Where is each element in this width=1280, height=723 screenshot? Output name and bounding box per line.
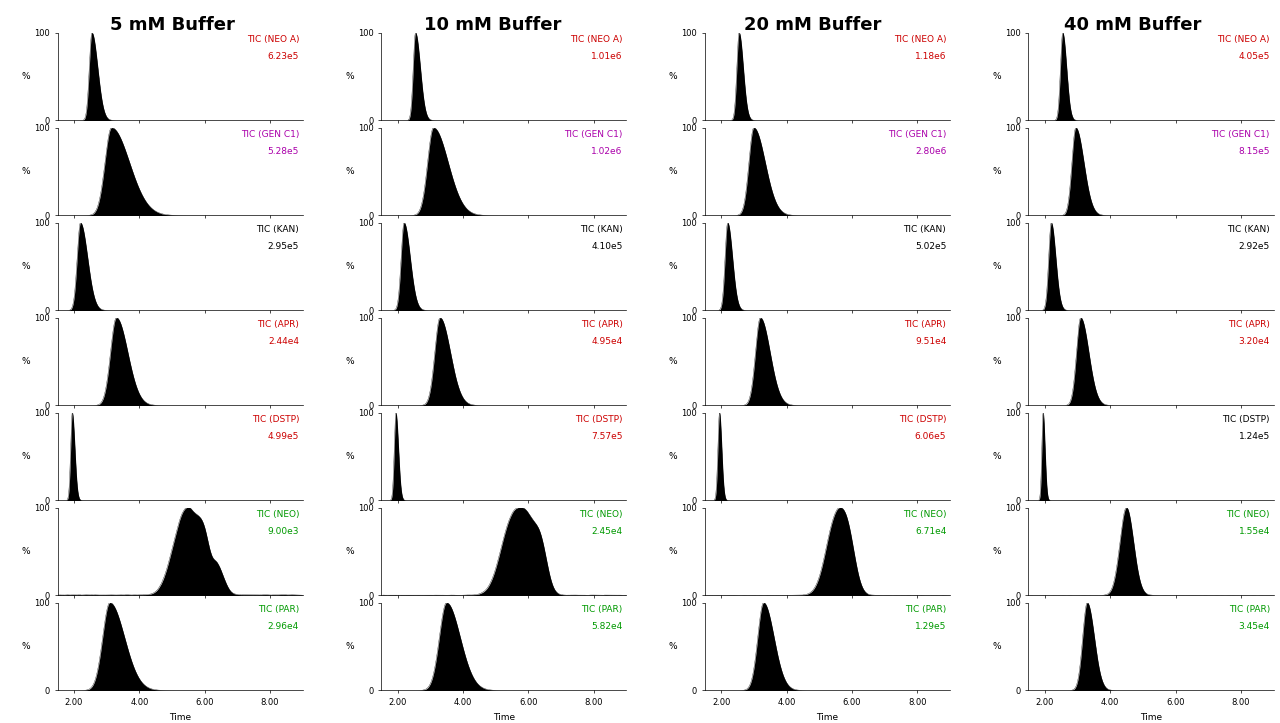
Text: TIC (PAR): TIC (PAR) <box>581 605 622 614</box>
Text: 5.82e4: 5.82e4 <box>591 622 622 631</box>
Y-axis label: %: % <box>992 357 1001 366</box>
Text: 1.55e4: 1.55e4 <box>1239 527 1270 536</box>
Y-axis label: %: % <box>22 357 31 366</box>
Text: 5.28e5: 5.28e5 <box>268 147 300 156</box>
Text: 6.06e5: 6.06e5 <box>915 432 946 441</box>
Text: TIC (NEO A): TIC (NEO A) <box>247 35 300 44</box>
Text: 1.18e6: 1.18e6 <box>915 52 946 61</box>
Text: 1.02e6: 1.02e6 <box>591 147 622 156</box>
X-axis label: Time: Time <box>493 713 515 722</box>
Text: TIC (KAN): TIC (KAN) <box>580 225 622 234</box>
Text: 2.92e5: 2.92e5 <box>1239 242 1270 251</box>
Text: TIC (APR): TIC (APR) <box>905 320 946 329</box>
Y-axis label: %: % <box>992 452 1001 461</box>
Y-axis label: %: % <box>992 72 1001 81</box>
Text: 4.99e5: 4.99e5 <box>268 432 300 441</box>
Y-axis label: %: % <box>668 262 677 271</box>
Text: 1.01e6: 1.01e6 <box>591 52 622 61</box>
Text: 2.80e6: 2.80e6 <box>915 147 946 156</box>
Text: TIC (KAN): TIC (KAN) <box>256 225 300 234</box>
Y-axis label: %: % <box>22 642 31 651</box>
Text: TIC (PAR): TIC (PAR) <box>905 605 946 614</box>
Text: TIC (GEN C1): TIC (GEN C1) <box>1212 130 1270 139</box>
Text: TIC (PAR): TIC (PAR) <box>1229 605 1270 614</box>
X-axis label: Time: Time <box>817 713 838 722</box>
Text: 6.71e4: 6.71e4 <box>915 527 946 536</box>
Text: 2.44e4: 2.44e4 <box>268 337 300 346</box>
Text: 4.10e5: 4.10e5 <box>591 242 622 251</box>
Text: 2.45e4: 2.45e4 <box>591 527 622 536</box>
Y-axis label: %: % <box>668 357 677 366</box>
Text: 5 mM Buffer: 5 mM Buffer <box>110 16 236 34</box>
Text: TIC (DSTP): TIC (DSTP) <box>1222 415 1270 424</box>
Text: 1.29e5: 1.29e5 <box>915 622 946 631</box>
Y-axis label: %: % <box>22 262 31 271</box>
Y-axis label: %: % <box>668 547 677 556</box>
Text: 3.45e4: 3.45e4 <box>1239 622 1270 631</box>
Text: 2.95e5: 2.95e5 <box>268 242 300 251</box>
Text: 9.51e4: 9.51e4 <box>915 337 946 346</box>
Y-axis label: %: % <box>346 642 353 651</box>
X-axis label: Time: Time <box>169 713 191 722</box>
Text: 5.02e5: 5.02e5 <box>915 242 946 251</box>
Y-axis label: %: % <box>346 357 353 366</box>
Text: TIC (KAN): TIC (KAN) <box>1228 225 1270 234</box>
Text: TIC (APR): TIC (APR) <box>257 320 300 329</box>
Text: 40 mM Buffer: 40 mM Buffer <box>1064 16 1202 34</box>
Text: 1.24e5: 1.24e5 <box>1239 432 1270 441</box>
Y-axis label: %: % <box>992 262 1001 271</box>
Text: 10 mM Buffer: 10 mM Buffer <box>424 16 562 34</box>
Text: TIC (GEN C1): TIC (GEN C1) <box>241 130 300 139</box>
Text: TIC (KAN): TIC (KAN) <box>904 225 946 234</box>
Y-axis label: %: % <box>668 72 677 81</box>
Text: TIC (NEO A): TIC (NEO A) <box>1217 35 1270 44</box>
Text: 8.15e5: 8.15e5 <box>1239 147 1270 156</box>
Text: 7.57e5: 7.57e5 <box>591 432 622 441</box>
Y-axis label: %: % <box>992 642 1001 651</box>
Y-axis label: %: % <box>992 167 1001 176</box>
Text: 20 mM Buffer: 20 mM Buffer <box>744 16 882 34</box>
Text: TIC (DSTP): TIC (DSTP) <box>252 415 300 424</box>
Text: TIC (APR): TIC (APR) <box>1228 320 1270 329</box>
Text: TIC (NEO): TIC (NEO) <box>579 510 622 519</box>
X-axis label: Time: Time <box>1140 713 1162 722</box>
Text: TIC (NEO A): TIC (NEO A) <box>893 35 946 44</box>
Y-axis label: %: % <box>22 167 31 176</box>
Text: 4.95e4: 4.95e4 <box>591 337 622 346</box>
Text: TIC (GEN C1): TIC (GEN C1) <box>564 130 622 139</box>
Text: 9.00e3: 9.00e3 <box>268 527 300 536</box>
Y-axis label: %: % <box>346 262 353 271</box>
Y-axis label: %: % <box>668 167 677 176</box>
Text: TIC (PAR): TIC (PAR) <box>257 605 300 614</box>
Y-axis label: %: % <box>668 642 677 651</box>
Y-axis label: %: % <box>346 547 353 556</box>
Text: TIC (GEN C1): TIC (GEN C1) <box>888 130 946 139</box>
Y-axis label: %: % <box>346 452 353 461</box>
Y-axis label: %: % <box>22 547 31 556</box>
Text: 3.20e4: 3.20e4 <box>1239 337 1270 346</box>
Text: 6.23e5: 6.23e5 <box>268 52 300 61</box>
Y-axis label: %: % <box>992 547 1001 556</box>
Y-axis label: %: % <box>22 72 31 81</box>
Text: TIC (NEO): TIC (NEO) <box>1226 510 1270 519</box>
Y-axis label: %: % <box>346 167 353 176</box>
Text: TIC (NEO): TIC (NEO) <box>256 510 300 519</box>
Text: TIC (NEO): TIC (NEO) <box>902 510 946 519</box>
Y-axis label: %: % <box>668 452 677 461</box>
Y-axis label: %: % <box>346 72 353 81</box>
Text: TIC (APR): TIC (APR) <box>581 320 622 329</box>
Text: TIC (DSTP): TIC (DSTP) <box>899 415 946 424</box>
Text: 4.05e5: 4.05e5 <box>1239 52 1270 61</box>
Text: TIC (NEO A): TIC (NEO A) <box>570 35 622 44</box>
Text: 2.96e4: 2.96e4 <box>268 622 300 631</box>
Text: TIC (DSTP): TIC (DSTP) <box>575 415 622 424</box>
Y-axis label: %: % <box>22 452 31 461</box>
